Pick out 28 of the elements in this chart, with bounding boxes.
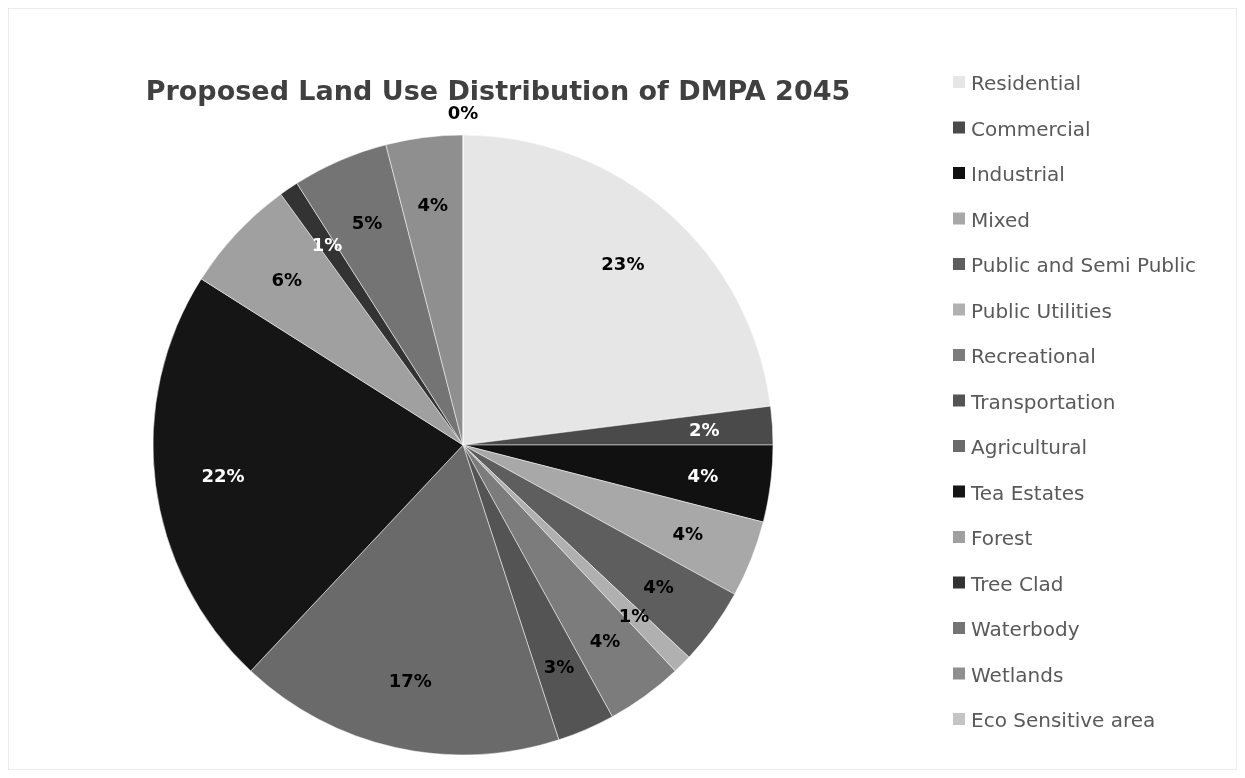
- legend-label: Agricultural: [971, 435, 1087, 459]
- legend-label: Waterbody: [971, 617, 1080, 641]
- data-label: 3%: [543, 656, 575, 678]
- data-label: 23%: [601, 252, 645, 274]
- data-label: 2%: [689, 419, 720, 441]
- legend-label: Wetlands: [971, 662, 1064, 687]
- data-label: 22%: [201, 464, 245, 486]
- legend-label: Transportation: [970, 389, 1116, 414]
- data-label: 17%: [388, 670, 432, 692]
- data-label: 1%: [618, 605, 650, 627]
- legend-label: Industrial: [971, 162, 1065, 186]
- legend-label: Mixed: [971, 207, 1031, 232]
- data-label: 4%: [672, 523, 704, 545]
- data-label: 4%: [417, 194, 448, 216]
- data-label: 4%: [589, 629, 621, 651]
- legend-label: Public and Semi Public: [971, 253, 1197, 277]
- legend-label: Forest: [971, 526, 1033, 550]
- legend-label: Commercial: [971, 116, 1091, 141]
- data-label: 6%: [271, 268, 303, 290]
- legend-label: Tea Estates: [970, 480, 1085, 505]
- data-label: 5%: [351, 212, 383, 234]
- data-label: 4%: [687, 464, 719, 486]
- data-label: 4%: [643, 576, 674, 598]
- legend-label: Eco Sensitive area: [971, 708, 1156, 732]
- legend-label: Residential: [971, 71, 1082, 95]
- legend-label: Tree Clad: [970, 571, 1064, 596]
- legend-label: Public Utilities: [971, 298, 1112, 323]
- legend-label: Recreational: [971, 344, 1096, 368]
